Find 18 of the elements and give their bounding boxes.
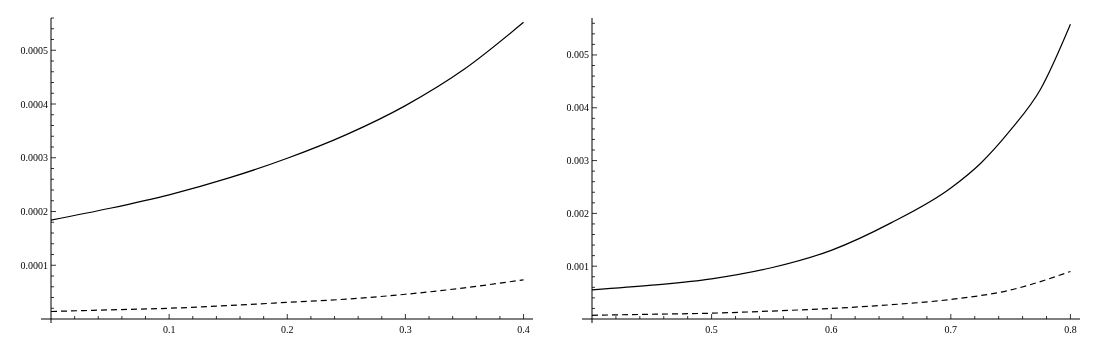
y-tick-label: 0.003	[566, 155, 589, 167]
y-tick-label: 0.0005	[20, 44, 48, 56]
x-tick-label: 0.2	[281, 324, 294, 335]
x-tick-label: 0.3	[399, 324, 412, 335]
x-tick-label: 0.6	[824, 324, 838, 335]
y-tick-label: 0.002	[566, 207, 589, 219]
x-tick-label: 0.7	[944, 324, 958, 335]
y-tick-label: 0.0002	[20, 206, 48, 217]
x-tick-label: 0.1	[162, 324, 176, 335]
y-tick-label: 0.0003	[20, 152, 48, 164]
y-tick-label: 0.0004	[20, 98, 48, 110]
x-tick-label: 0.8	[1064, 324, 1077, 335]
y-tick-label: 0.005	[566, 49, 589, 61]
y-tick-label: 0.004	[566, 102, 589, 114]
y-tick-label: 0.0001	[20, 259, 48, 271]
x-tick-label: 0.4	[517, 324, 530, 335]
y-tick-label: 0.001	[566, 260, 589, 272]
x-tick-label: 0.5	[705, 324, 718, 335]
